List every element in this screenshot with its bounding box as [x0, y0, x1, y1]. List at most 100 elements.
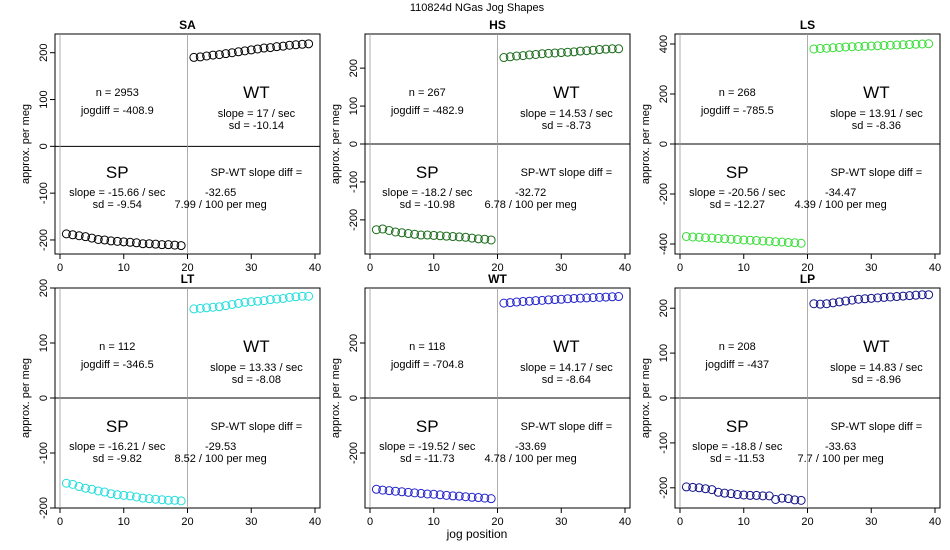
- data-point: [917, 39, 927, 49]
- y-tick-label: 100: [38, 334, 50, 352]
- data-point: [112, 236, 122, 246]
- x-tick-label: 0: [677, 262, 683, 274]
- data-point: [189, 52, 199, 62]
- x-tick-label: 20: [801, 262, 813, 274]
- annotation-diff-permeg: 4.39 / 100 per meg: [794, 199, 886, 211]
- data-point: [448, 232, 458, 242]
- data-point: [537, 295, 547, 305]
- data-point: [61, 229, 71, 239]
- data-point: [512, 297, 522, 307]
- annotation-sp-slope: slope = -15.66 / sec: [69, 187, 166, 199]
- data-point: [771, 237, 781, 247]
- data-point: [442, 490, 451, 500]
- data-point: [752, 490, 761, 500]
- y-tick-label: 200: [38, 44, 50, 62]
- data-point: [614, 292, 624, 302]
- data-point: [815, 44, 825, 53]
- data-point: [195, 303, 205, 313]
- data-point: [378, 485, 388, 495]
- data-point: [588, 45, 598, 55]
- data-point: [297, 39, 307, 49]
- y-axis-label: approx. per meg: [640, 358, 652, 438]
- data-point: [822, 43, 832, 53]
- panel-title: LS: [800, 18, 815, 32]
- annotation-wt-sd: sd = -8.73: [542, 120, 591, 132]
- data-point: [752, 236, 761, 245]
- panel-title: LT: [181, 272, 195, 286]
- data-point: [885, 292, 895, 302]
- x-tick-label: 10: [738, 262, 750, 274]
- data-point: [253, 296, 263, 306]
- data-point: [119, 490, 129, 500]
- data-point: [461, 232, 471, 242]
- y-tick-label: 0: [348, 141, 360, 147]
- data-point: [125, 237, 135, 247]
- data-point: [170, 495, 180, 505]
- data-point: [924, 39, 934, 49]
- data-point: [106, 236, 116, 246]
- data-point: [707, 233, 717, 243]
- x-tick-label: 40: [619, 262, 631, 274]
- annotation-wt-slope: slope = 17 / sec: [218, 108, 296, 120]
- data-point: [138, 239, 148, 249]
- data-point: [828, 298, 838, 308]
- data-point: [93, 486, 103, 496]
- annotation-diff-value: -32.65: [205, 187, 236, 199]
- data-point: [614, 44, 624, 54]
- x-tick-label: 10: [738, 516, 750, 528]
- annotation-sp-label: SP: [106, 163, 129, 182]
- data-point: [144, 239, 154, 249]
- data-point: [828, 43, 838, 53]
- x-tick-label: 0: [677, 516, 683, 528]
- data-point: [777, 493, 787, 503]
- data-point: [163, 240, 173, 250]
- x-tick-label: 20: [801, 516, 813, 528]
- x-tick-label: 30: [555, 516, 567, 528]
- x-tick-label: 20: [181, 516, 193, 528]
- data-point: [777, 237, 787, 247]
- data-point: [112, 490, 122, 500]
- y-axis-label: approx. per meg: [640, 104, 652, 184]
- data-point: [512, 51, 522, 61]
- y-tick-label: 0: [38, 395, 50, 401]
- data-point: [81, 232, 90, 242]
- data-point: [732, 235, 742, 244]
- data-point: [416, 488, 426, 498]
- y-axis-label: approx. per meg: [330, 104, 342, 184]
- annotation-sp-sd: sd = -11.53: [710, 453, 765, 465]
- data-point: [371, 225, 381, 235]
- data-point: [790, 495, 800, 505]
- data-point: [764, 236, 774, 246]
- data-point: [61, 478, 71, 488]
- data-point: [93, 234, 103, 244]
- data-point: [176, 241, 186, 251]
- figure-title: 110824d NGas Jog Shapes: [410, 2, 545, 14]
- data-point: [454, 491, 464, 501]
- data-point: [278, 293, 288, 303]
- annotation-sp-sd: sd = -10.98: [400, 199, 455, 211]
- data-point: [537, 49, 547, 59]
- data-point: [898, 40, 908, 50]
- data-point: [410, 229, 420, 239]
- data-point: [74, 231, 84, 241]
- data-point: [822, 299, 832, 309]
- annotation-wt-slope: slope = 13.33 / sec: [210, 362, 303, 374]
- x-tick-label: 20: [491, 516, 503, 528]
- data-point: [68, 479, 78, 489]
- data-point: [422, 230, 432, 240]
- data-point: [524, 296, 534, 306]
- annotation-jogdiff: jogdiff = -482.9: [390, 105, 464, 117]
- annotation-sp-slope: slope = -18.8 / sec: [692, 441, 783, 453]
- annotation-n: n = 112: [99, 341, 135, 353]
- annotation-jogdiff: jogdiff = -437: [704, 359, 769, 371]
- data-point: [125, 491, 135, 501]
- data-point: [745, 490, 755, 500]
- annotation-jogdiff: jogdiff = -408.9: [80, 105, 154, 117]
- data-point: [221, 49, 231, 59]
- data-point: [544, 48, 553, 58]
- data-point: [285, 292, 294, 302]
- data-point: [151, 239, 161, 249]
- data-point: [234, 298, 243, 308]
